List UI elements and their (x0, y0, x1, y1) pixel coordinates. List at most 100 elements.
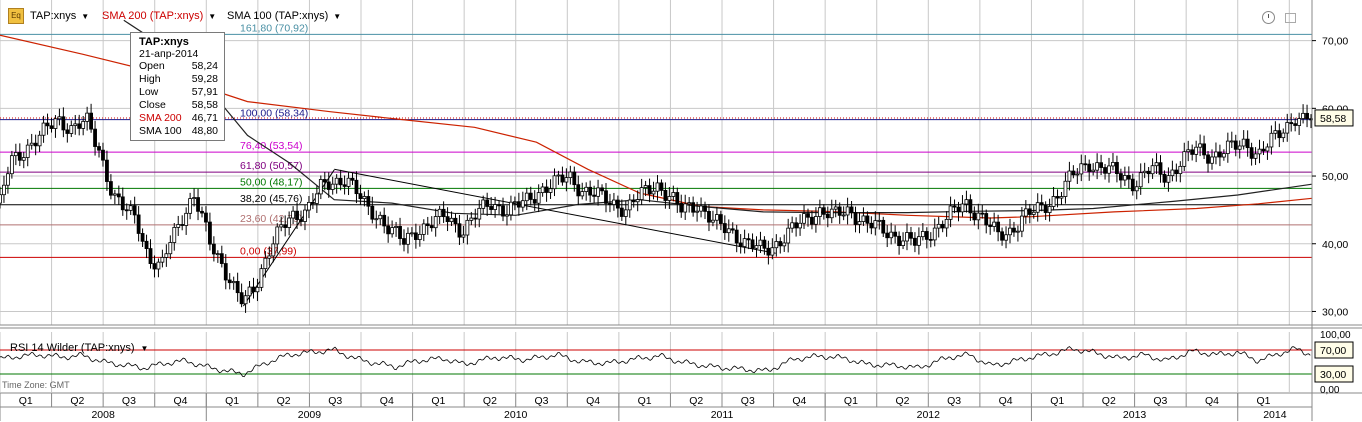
dropdown-arrow-icon[interactable]: ▼ (140, 343, 149, 353)
candle-body (905, 232, 909, 242)
candle-body (410, 232, 414, 235)
candle-body (1055, 196, 1060, 199)
candle-body (877, 219, 882, 222)
fib-level-label: 23,60 (42,79) (240, 213, 302, 225)
candle-body (1198, 143, 1203, 148)
candle-body (215, 253, 220, 256)
candle-body (402, 238, 406, 245)
candle-body (346, 177, 351, 187)
candle-body (817, 207, 822, 217)
candle-body (1245, 138, 1250, 149)
candle-body (132, 205, 137, 216)
candle-body (465, 219, 470, 236)
candle-body (841, 214, 846, 217)
fibonacci-levels: 161,80 (70,92) 100,00 (58,34) 76,40 (53,54… (0, 22, 1312, 258)
candle-body (267, 255, 272, 259)
candle-body (1202, 143, 1206, 156)
candle-body (909, 232, 913, 239)
candle-body (1289, 122, 1294, 125)
candle-body (1257, 148, 1262, 155)
quarter-label: Q1 (1050, 395, 1064, 407)
candle-body (334, 177, 339, 185)
dropdown-arrow-icon[interactable]: ▼ (208, 11, 217, 21)
quarter-label: Q3 (1153, 395, 1167, 407)
candle-body (275, 226, 280, 245)
candle-body (69, 125, 74, 134)
candle-body (1138, 172, 1143, 188)
dropdown-arrow-icon[interactable]: ▼ (81, 11, 90, 21)
candle-body (204, 212, 208, 223)
quarter-label: Q1 (844, 395, 858, 407)
candle-body (552, 175, 557, 190)
candle-body (172, 227, 177, 243)
candle-body (394, 226, 398, 228)
candle-body (762, 239, 767, 249)
quarter-label: Q1 (1257, 395, 1271, 407)
candle-body (623, 209, 628, 217)
quarter-label: Q2 (483, 395, 497, 407)
candle-body (33, 142, 38, 147)
candle-body (984, 213, 989, 226)
sma100-series (123, 19, 1313, 216)
candle-body (667, 196, 672, 201)
candle-body (1237, 145, 1242, 150)
candle-body (219, 253, 224, 264)
candle-body (310, 201, 315, 204)
candle-body (1265, 146, 1270, 152)
equity-icon: Eq (8, 8, 24, 24)
candle-body (1305, 112, 1309, 120)
candle-body (1170, 169, 1175, 177)
candle-body (790, 222, 795, 229)
dropdown-arrow-icon[interactable]: ▼ (333, 11, 342, 21)
data-tooltip: TAP:xnys 21-апр-2014 Open 58,24 High 59,28… (130, 32, 225, 141)
candle-body (1150, 165, 1155, 175)
candle-body (881, 219, 886, 234)
candle-body (17, 152, 22, 161)
candle-body (1309, 118, 1313, 121)
candle-body (322, 179, 327, 183)
candle-body (770, 247, 775, 256)
series-selector-sma100[interactable]: SMA 100 (TAP:xnys) ▼ (227, 8, 341, 24)
candle-body (461, 234, 466, 238)
candle-body (1126, 175, 1131, 180)
candle-body (105, 159, 109, 182)
candle-body (643, 185, 648, 188)
candle-body (453, 217, 458, 225)
quarter-label: Q4 (792, 395, 806, 407)
candle-body (1249, 147, 1254, 159)
candle-body (101, 149, 105, 161)
candle-body (1229, 140, 1234, 143)
candle-body (477, 207, 482, 220)
series-selector-sma200[interactable]: SMA 200 (TAP:xnys) ▼ (102, 8, 216, 24)
candle-body (734, 229, 739, 244)
candle-body (505, 214, 509, 217)
candle-body (980, 212, 985, 215)
candle-body (722, 223, 727, 234)
rsi-selector[interactable]: RSI 14 Wilder (TAP:xnys) ▼ (10, 342, 148, 354)
maximize-icon[interactable] (1285, 13, 1296, 23)
candle-body (924, 231, 929, 240)
candle-body (916, 236, 921, 246)
quarter-label: Q3 (741, 395, 755, 407)
candle-body (932, 227, 937, 241)
quarter-label: Q2 (70, 395, 84, 407)
quarter-label: Q3 (328, 395, 342, 407)
year-label: 2012 (917, 409, 941, 421)
candle-body (473, 217, 478, 220)
series-selector-main[interactable]: Eq TAP:xnys ▼ (8, 8, 89, 24)
candle-body (0, 194, 2, 204)
candle-body (1162, 173, 1167, 183)
quarter-label: Q2 (1102, 395, 1116, 407)
candle-body (25, 144, 30, 158)
clock-icon[interactable] (1262, 11, 1275, 24)
candle-body (1221, 153, 1226, 158)
candle-body (1297, 118, 1302, 126)
candle-body (560, 174, 565, 183)
quarter-label: Q2 (277, 395, 291, 407)
candle-body (718, 214, 723, 224)
candle-body (612, 199, 616, 205)
tooltip-row: SMA 200 46,71 (139, 112, 218, 124)
candle-body (707, 211, 711, 223)
candle-body (239, 292, 244, 305)
